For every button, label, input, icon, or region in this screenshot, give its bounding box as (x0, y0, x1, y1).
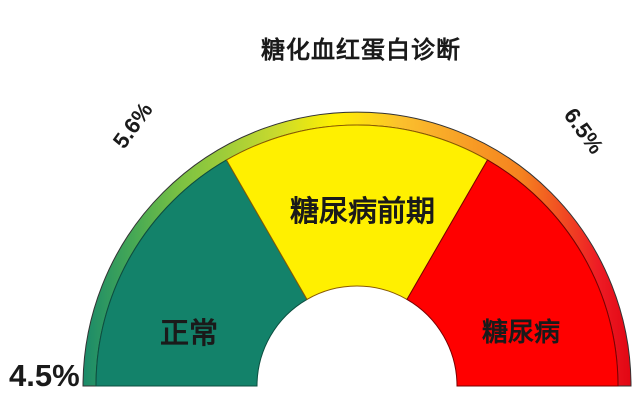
svg-text:5.6%: 5.6% (108, 98, 158, 153)
svg-text:糖尿病前期: 糖尿病前期 (290, 194, 435, 228)
svg-text:糖尿病: 糖尿病 (482, 317, 560, 347)
svg-text:正常: 正常 (160, 317, 218, 350)
svg-text:4.5%: 4.5% (9, 358, 80, 393)
svg-text:6.5%: 6.5% (559, 103, 609, 158)
